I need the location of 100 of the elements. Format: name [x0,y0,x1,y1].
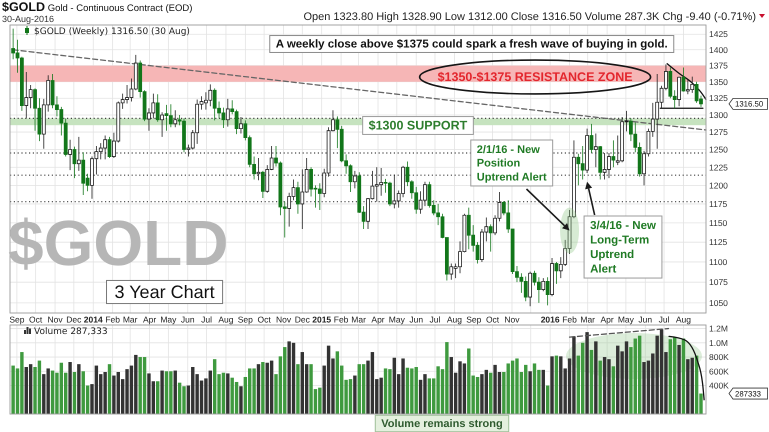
candlestick [208,84,212,107]
bar [672,337,676,414]
candlestick [554,262,558,284]
bar [287,341,291,414]
annotation: 3 Year Chart [114,282,215,302]
y-tick-label: 1275 [709,127,728,138]
line-series [666,63,707,100]
candlestick [156,94,160,122]
candlestick [541,278,546,292]
annotation: A weekly close above $1375 could spark a fresh wave of buying in gold. [276,38,668,51]
candlestick [72,146,76,179]
bar [50,370,54,414]
x-tick-label: Dec [66,314,82,324]
bar [370,352,374,414]
bar [353,376,357,414]
bar [234,382,238,414]
y-tick-label: 400K [709,380,730,391]
y-tick-label: 1375 [709,60,728,71]
candlestick [164,104,168,132]
x-tick-label: Jun [180,314,195,324]
line-series [668,336,705,400]
candlestick [24,72,28,119]
bar [103,372,107,414]
bar [694,356,698,414]
bar [112,376,116,414]
candlestick [655,74,660,150]
bar [309,364,313,414]
x-tick-label: 2015 [312,314,332,324]
bar [222,372,226,414]
bar [239,386,243,414]
y-tick-label: 1250 [709,144,728,154]
candlestick [318,182,322,210]
candlestick [677,76,681,107]
candlestick [296,181,300,214]
x-tick-label: Mar [580,314,596,324]
y-tick-label: 1325 [709,93,728,104]
bar [160,370,164,414]
y-tick-label: 1200 [709,180,728,190]
bar [554,356,558,414]
x-tick-label: Apr [371,314,385,324]
bar [252,368,256,414]
x-tick-label: Aug [676,314,692,324]
candlestick [168,104,173,128]
x-tick-label: May [618,314,635,324]
candlestick [594,133,598,168]
bar [46,368,50,414]
bar [156,381,160,414]
x-tick-label: Nov [48,314,64,324]
y-tick-label: 1075 [709,277,728,288]
x-tick-label: Feb [105,314,120,324]
candlestick [550,258,554,297]
candlestick [590,123,594,154]
candlestick [103,135,108,160]
candlestick [611,140,616,168]
chart-title: $GOLD Gold - Continuous Contract (EOD) [2,0,192,14]
y-tick-label: 600K [709,366,730,376]
bar [406,368,410,414]
y-tick-label: 1425 [709,29,728,40]
y-tick-label: 1175 [709,198,728,209]
candlestick [108,136,112,158]
text: Volume remains strong [381,418,503,430]
candlestick [449,263,454,280]
candlestick [528,271,532,307]
bar [528,371,532,414]
x-tick-label: Nov [504,314,520,324]
x-tick-label: Feb [334,314,349,324]
bar [493,364,497,414]
x-tick-label: Feb [562,314,578,324]
x-tick-label: 2014 [84,314,103,324]
candlestick [256,158,260,181]
candlestick [352,170,357,189]
x-tick-label: Jul [658,314,670,324]
bar [270,360,274,414]
band-label: $1300 SUPPORT [368,118,468,133]
candlestick [374,166,379,202]
x-tick-label: Aug [446,314,462,324]
bar [428,378,432,414]
bar [147,373,151,414]
candlestick [488,224,493,252]
x-tick-label: May [160,314,178,324]
x-tick-label: Jun [409,314,424,324]
candlestick [466,207,471,250]
x-tick-label: Dec [294,314,311,324]
annotation: 3/4/16 - New Long-Term Uptrend Alert [590,220,656,276]
bar [125,369,129,414]
x-tick-label: 2016 [540,314,560,324]
bar [594,341,598,414]
bar [677,344,681,414]
y-tick-label: 1050 [709,298,728,308]
bar [436,366,440,414]
chart-subtitle: 30-Aug-2016 [2,14,54,24]
bar [336,351,340,414]
bar [602,357,606,414]
candlestick [76,136,81,172]
bar [445,342,449,414]
x-tick-label: Jul [201,314,212,324]
bar [178,382,182,414]
bar [142,357,146,414]
bar [392,358,396,414]
bar [585,332,589,414]
